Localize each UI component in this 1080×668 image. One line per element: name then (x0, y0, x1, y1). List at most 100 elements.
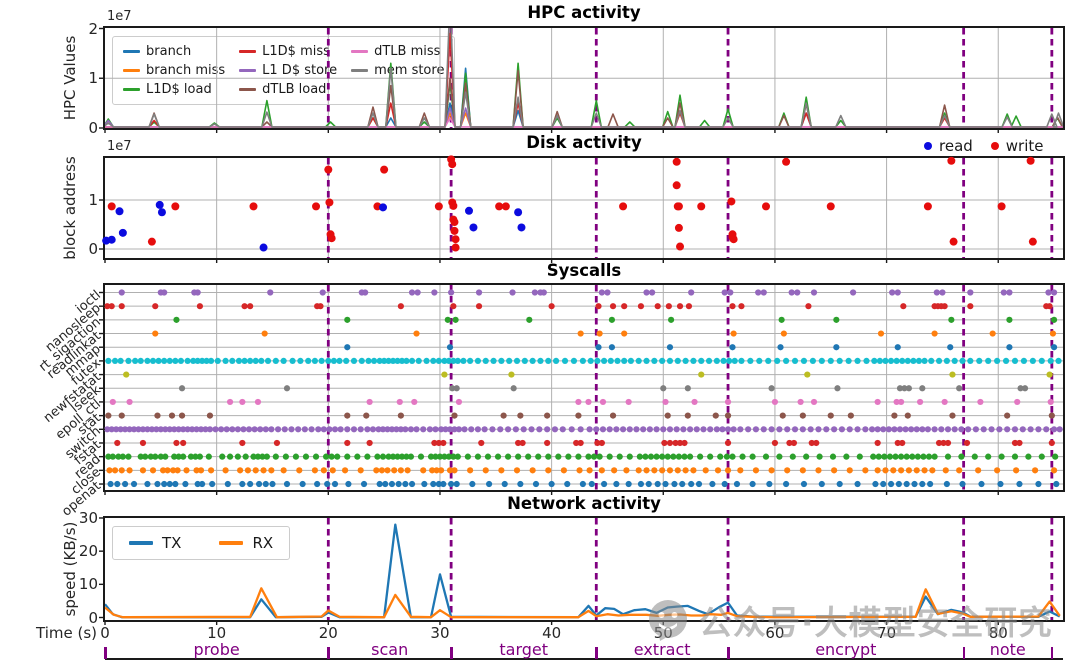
legend-item-l1-d-store: L1 D$ store (239, 63, 337, 78)
phase-tick (1050, 647, 1054, 659)
legend-item-tx: TX (129, 534, 181, 552)
disk-write-dot (434, 202, 443, 211)
disk-write-dot (450, 218, 459, 227)
syscall-row-stat (105, 412, 1055, 419)
hpc-series-branch (105, 67, 1063, 128)
hpc-title: HPC activity (527, 3, 641, 22)
disk-y-offset: 1e7 (107, 139, 132, 154)
x-tick-label: 40 (542, 624, 562, 642)
disk-write-dot (249, 202, 258, 211)
disk-write-dot (324, 165, 333, 174)
x-tick-label: 0 (100, 624, 110, 642)
disk-write-dot (674, 202, 683, 211)
phase-label-encrypt: encrypt (815, 640, 877, 659)
legend-label: branch miss (146, 63, 226, 78)
disk-write-dot (451, 235, 460, 244)
phase-label-extract: extract (633, 640, 691, 659)
hpc-plot (99, 27, 1063, 133)
network-title: Network activity (507, 494, 661, 513)
phase-bracket-line (105, 658, 1063, 660)
x-tick-label: 20 (318, 624, 338, 642)
syscall-row-close (106, 467, 1058, 474)
hpc-series-mem-store (105, 28, 1063, 128)
disk-read-write-legend: read write (924, 137, 1044, 155)
disk-write-dot (697, 202, 706, 211)
syscall-row-futex (105, 357, 1062, 364)
legend-item-write: write (990, 137, 1044, 155)
disk-write-dot (672, 157, 681, 166)
syscall-row-switch (104, 426, 1063, 433)
x-tick-label: 80 (988, 624, 1008, 642)
disk-read-dot (107, 235, 116, 244)
syscall-row-read (105, 453, 1059, 460)
legend-label: read (939, 137, 973, 155)
disk-write-dot (949, 237, 958, 246)
line-swatch-icon (239, 88, 257, 91)
disk-write-dot (325, 198, 334, 207)
x-axis-label: Time (s) (36, 624, 97, 642)
read-marker-icon (924, 142, 932, 150)
legend-label: L1 D$ store (262, 63, 338, 78)
syscall-row-newfstatat (123, 371, 1053, 378)
disk-write-dot (451, 243, 460, 252)
disk-write-dot (676, 242, 685, 251)
phase-tick (595, 647, 598, 659)
legend-label: dTLB load (262, 82, 327, 97)
x-tick-label: 10 (207, 624, 227, 642)
disk-read-dot (469, 223, 478, 232)
disk-title: Disk activity (526, 133, 642, 152)
write-marker-icon (990, 142, 999, 150)
disk-write-dot (312, 202, 321, 211)
hpc-series-l1d-load (105, 62, 1063, 128)
x-tick-label: 70 (877, 624, 897, 642)
disk-write-dot (501, 202, 510, 211)
legend-item-dtlb-load: dTLB load (239, 82, 337, 97)
disk-write-dot (947, 156, 956, 165)
line-swatch-icon (123, 69, 140, 72)
hpc-series-l1d-miss (105, 32, 1063, 128)
network-ytick-label: 30 (78, 508, 98, 527)
legend-item-branch: branch (123, 44, 225, 59)
syscall-row-openat (107, 480, 1060, 488)
disk-read-dot (157, 208, 166, 217)
line-swatch-icon (123, 50, 140, 53)
phase-label-target: target (499, 640, 549, 659)
disk-write-dot (923, 202, 932, 211)
hpc-ytick-label: 1 (88, 69, 98, 88)
network-series-tx (105, 523, 1061, 619)
syscall-row-nanosleep (104, 303, 1053, 310)
line-swatch-icon (351, 50, 369, 53)
disk-write-dot (448, 160, 457, 169)
line-swatch-icon (351, 69, 369, 72)
line-swatch-icon (239, 50, 257, 53)
legend-item-read: read (924, 137, 973, 155)
disk-write-dot (782, 157, 791, 166)
hpc-ytick-label: 0 (88, 119, 98, 137)
hpc-y-offset: 1e7 (107, 9, 132, 24)
disk-read-dot (259, 243, 268, 252)
phase-tick (727, 647, 730, 659)
tx-line-swatch-icon (129, 541, 153, 545)
legend-item-dtlb-miss: dTLB miss (351, 44, 444, 59)
network-panel-frame (103, 516, 1065, 622)
phase-label-scan: scan (371, 640, 409, 659)
legend-item-branch-miss: branch miss (123, 63, 225, 78)
syscalls-title: Syscalls (546, 261, 622, 280)
disk-read-dot (155, 200, 164, 209)
legend-item-rx: RX (219, 534, 273, 552)
disk-read-dot (115, 207, 124, 216)
phase-tick (104, 647, 107, 659)
disk-write-dot (826, 202, 835, 211)
disk-write-dot (107, 202, 116, 211)
syscall-row-epoll_ctl (109, 398, 1054, 406)
disk-write-dot (1026, 156, 1035, 165)
hpc-ytick-label: 2 (88, 19, 98, 38)
legend-label: TX (162, 534, 182, 552)
syscall-row-rt_sigaction (173, 316, 1058, 323)
x-tick-label: 60 (765, 624, 785, 642)
syscalls-plot (99, 285, 1063, 495)
syscall-row-ioctl (118, 289, 1058, 296)
network-ytick-label: 20 (78, 542, 98, 561)
disk-read-dot (118, 228, 127, 237)
